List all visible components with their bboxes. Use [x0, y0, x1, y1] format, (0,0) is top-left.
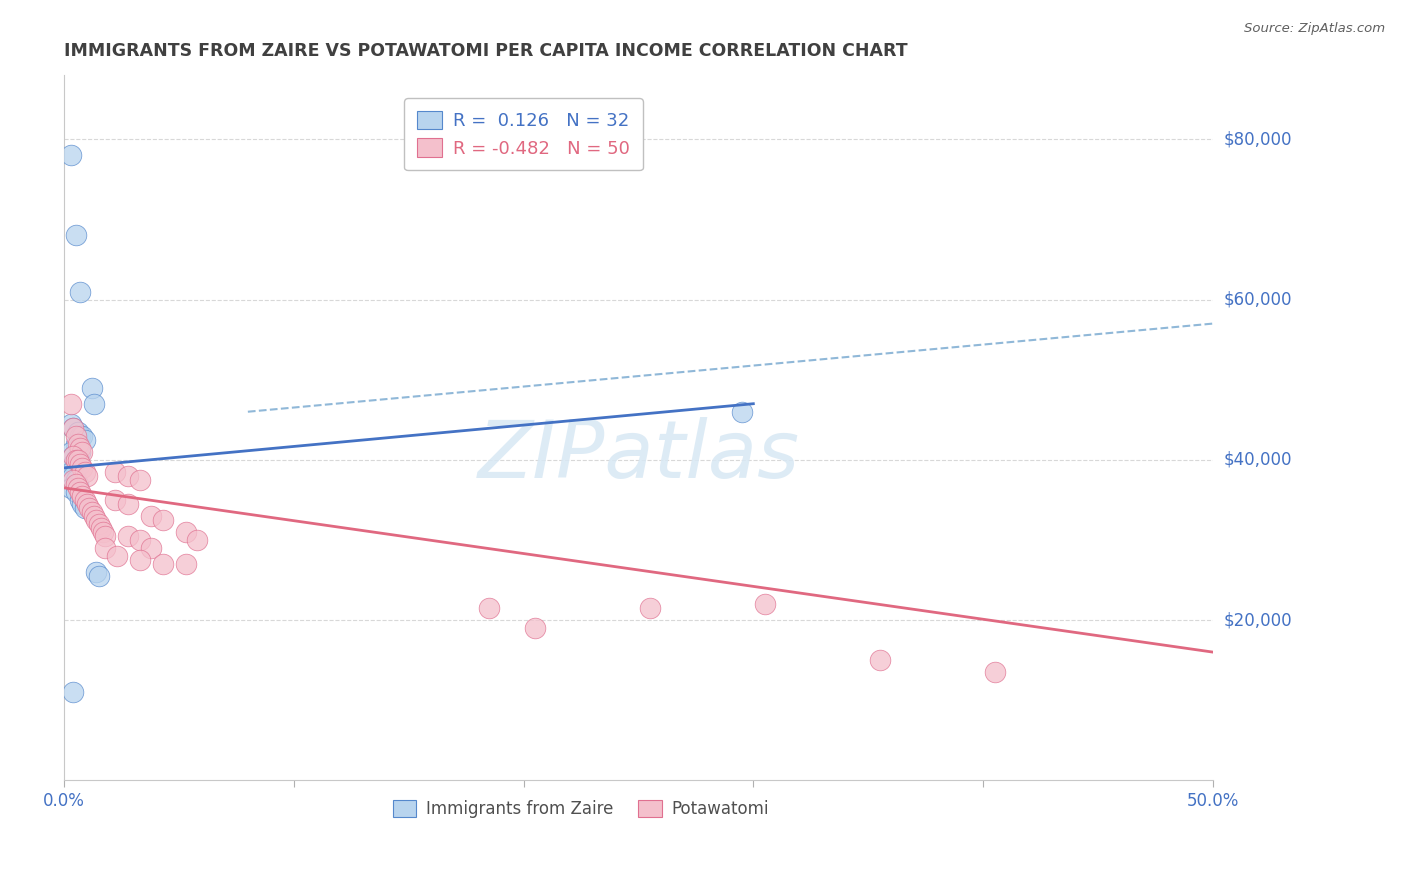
Point [62, 457, 84, 471]
Point [186, 533, 208, 547]
Point [69, 429, 91, 443]
Point [731, 405, 754, 419]
Point [152, 513, 174, 527]
Point [174, 557, 197, 571]
Point [65, 429, 87, 443]
Point [754, 597, 776, 611]
Point [59, 444, 82, 458]
Point [69, 457, 91, 471]
Point [87, 569, 110, 583]
Point [84, 513, 107, 527]
Point [62, 473, 84, 487]
Point [104, 492, 127, 507]
Point [983, 665, 1005, 680]
Text: $40,000: $40,000 [1225, 450, 1292, 469]
Point [73, 500, 96, 515]
Point [117, 529, 139, 543]
Point [117, 468, 139, 483]
Point [80, 381, 103, 395]
Point [128, 533, 150, 547]
Point [83, 508, 105, 523]
Point [141, 541, 163, 555]
Text: IMMIGRANTS FROM ZAIRE VS POTAWATOMI PER CAPITA INCOME CORRELATION CHART: IMMIGRANTS FROM ZAIRE VS POTAWATOMI PER … [65, 42, 908, 60]
Point [59, 148, 82, 162]
Point [62, 468, 84, 483]
Point [73, 433, 96, 447]
Point [117, 497, 139, 511]
Point [69, 285, 91, 299]
Point [69, 441, 91, 455]
Text: $80,000: $80,000 [1225, 130, 1292, 148]
Point [59, 397, 82, 411]
Point [76, 497, 98, 511]
Point [105, 549, 128, 563]
Point [65, 476, 87, 491]
Point [62, 421, 84, 435]
Point [65, 460, 87, 475]
Text: Source: ZipAtlas.com: Source: ZipAtlas.com [1244, 22, 1385, 36]
Point [69, 484, 91, 499]
Point [65, 437, 87, 451]
Point [104, 465, 127, 479]
Point [128, 553, 150, 567]
Point [76, 468, 98, 483]
Point [638, 601, 661, 615]
Point [66, 476, 89, 491]
Point [91, 524, 114, 539]
Point [73, 492, 96, 507]
Point [62, 421, 84, 435]
Point [59, 465, 82, 479]
Point [66, 452, 89, 467]
Point [66, 452, 89, 467]
Point [83, 397, 105, 411]
Point [59, 417, 82, 431]
Point [69, 492, 91, 507]
Point [72, 429, 94, 443]
Point [65, 473, 87, 487]
Point [524, 621, 547, 635]
Point [80, 505, 103, 519]
Legend: Immigrants from Zaire, Potawatomi: Immigrants from Zaire, Potawatomi [387, 793, 776, 825]
Point [65, 452, 87, 467]
Point [72, 497, 94, 511]
Point [62, 449, 84, 463]
Point [128, 473, 150, 487]
Point [69, 444, 91, 458]
Point [90, 521, 112, 535]
Point [94, 541, 117, 555]
Text: $60,000: $60,000 [1225, 291, 1292, 309]
Text: $20,000: $20,000 [1225, 611, 1292, 629]
Point [79, 500, 101, 515]
Point [87, 516, 110, 531]
Point [84, 565, 107, 579]
Point [59, 481, 82, 495]
Point [65, 228, 87, 243]
Point [478, 601, 501, 615]
Point [62, 449, 84, 463]
Point [94, 529, 117, 543]
Point [869, 653, 891, 667]
Point [65, 484, 87, 499]
Point [66, 481, 89, 495]
Point [174, 524, 197, 539]
Point [65, 452, 87, 467]
Point [152, 557, 174, 571]
Text: ZIPatlas: ZIPatlas [478, 417, 800, 495]
Point [72, 460, 94, 475]
Point [72, 444, 94, 458]
Point [62, 685, 84, 699]
Point [72, 489, 94, 503]
Point [66, 441, 89, 455]
Point [141, 508, 163, 523]
Point [66, 437, 89, 451]
Point [66, 425, 89, 439]
Point [73, 465, 96, 479]
